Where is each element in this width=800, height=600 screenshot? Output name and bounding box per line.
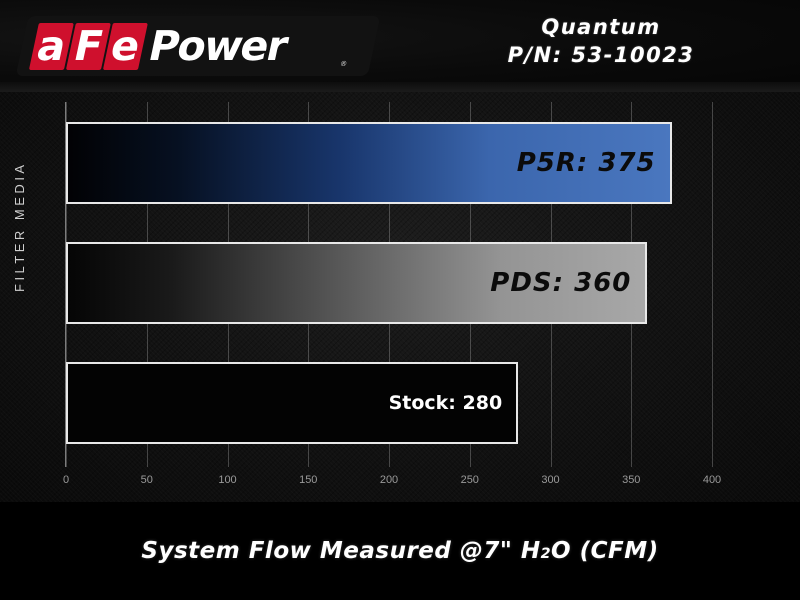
x-tick-label: 150 [299, 474, 318, 486]
x-tick-label: 0 [62, 474, 70, 486]
x-tick-label: 400 [702, 474, 722, 486]
part-number: P/N: 53-10023 [507, 43, 695, 67]
bar-pds: PDS: 360 [66, 242, 648, 324]
chart-caption: System Flow Measured @7" H2O (CFM) [141, 538, 658, 564]
x-tick-label: 50 [140, 474, 153, 486]
caption-part-1: System Flow Measured @7" H [141, 538, 541, 564]
product-identification: Quantum P/N: 53-10023 [436, 14, 766, 69]
x-tick-label: 200 [379, 474, 399, 486]
y-axis-title: FILTER MEDIA [12, 161, 27, 292]
gridline [712, 102, 713, 467]
x-tick-label: 300 [541, 474, 560, 486]
caption-subscript: 2 [540, 546, 552, 562]
bar-label-stock: Stock: 280 [388, 392, 503, 414]
product-line-name: Quantum [541, 15, 661, 39]
logo-letter-e: e [102, 22, 148, 70]
chart-panel: FILTER MEDIA 0 50 100 150 200 250 300 350 400 P5… [0, 92, 800, 502]
caption-part-2: O (CFM) [551, 538, 659, 564]
plot-area: 0 50 100 150 200 250 300 350 400 P5R: 375 PDS: 3… [63, 102, 721, 486]
x-tick-label: 250 [460, 474, 479, 486]
bar-label-pds: PDS: 360 [490, 268, 632, 298]
x-tick-label: 100 [218, 474, 237, 486]
bar-label-p5r: P5R: 375 [516, 148, 656, 178]
footer-bar: System Flow Measured @7" H2O (CFM) [0, 502, 800, 600]
bar-stock: Stock: 280 [66, 362, 519, 444]
y-axis-line [65, 102, 66, 467]
x-tick-label: 350 [622, 474, 641, 486]
bar-p5r: P5R: 375 [66, 122, 672, 204]
logo-word-power: Power [144, 21, 292, 70]
